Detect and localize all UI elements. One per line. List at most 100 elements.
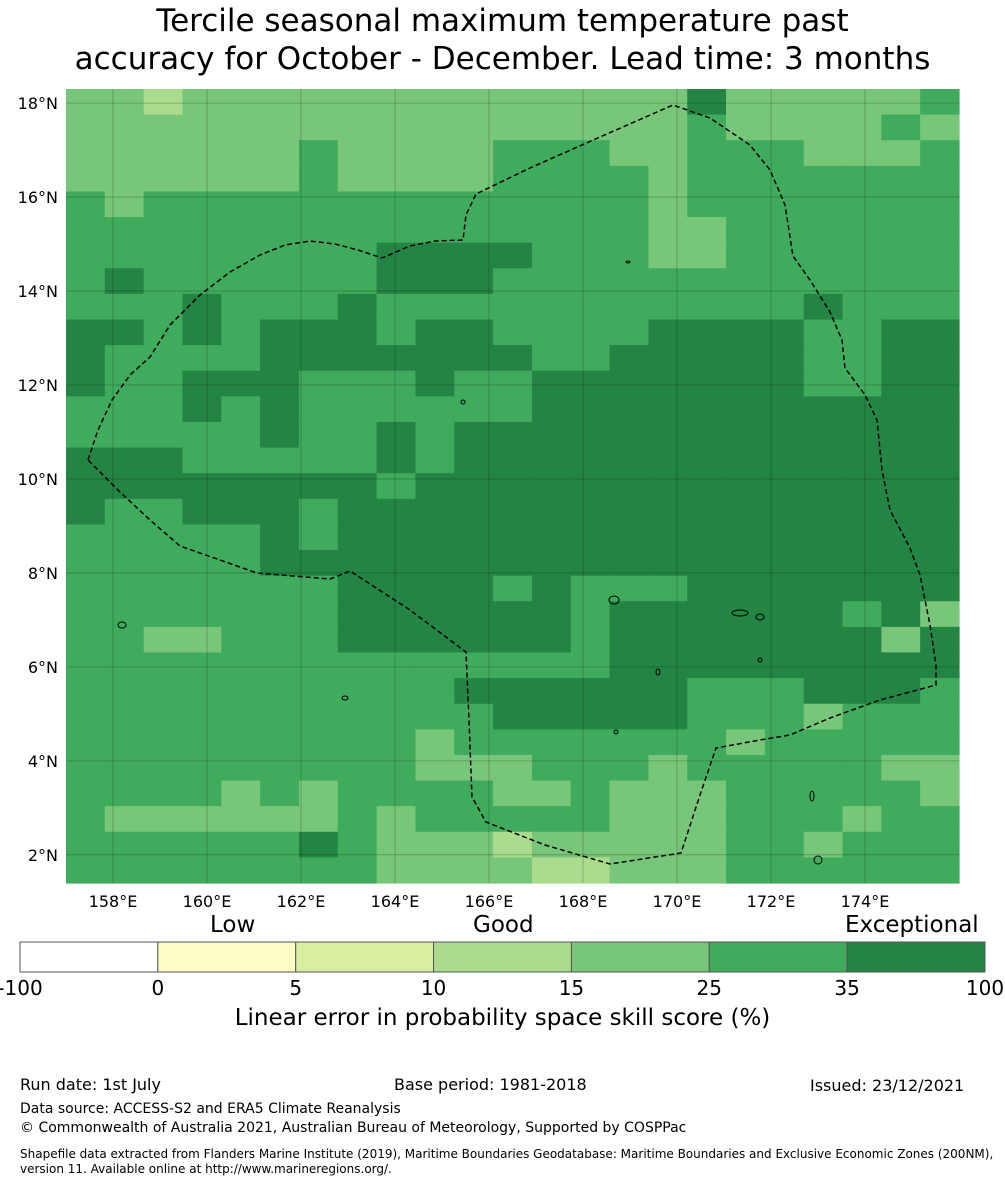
grid-cell: [609, 217, 649, 244]
axis-labels: 158°E 160°E 162°E 164°E 166°E 168°E 170°E 172°E…: [18, 94, 890, 911]
grid-cell: [415, 114, 455, 141]
grid-cell: [143, 780, 184, 807]
grid-cell: [648, 780, 688, 807]
skill-map: 158°E 160°E 162°E 164°E 166°E 168°E 170°E 172°E…: [18, 89, 960, 911]
grid-cell: [803, 498, 844, 526]
grid-cell: [260, 652, 300, 679]
grid-cell: [531, 780, 572, 807]
grid-cell: [842, 498, 882, 526]
grid-cell: [726, 524, 766, 551]
copyright: © Commonwealth of Australia 2021, Austra…: [20, 1120, 687, 1136]
grid-cell: [298, 473, 339, 500]
grid-cell: [803, 729, 844, 756]
grid-cell: [221, 524, 261, 551]
grid-cell: [687, 114, 727, 141]
grid-cell: [531, 857, 572, 884]
grid-cell: [337, 831, 378, 858]
grid-cell: [570, 447, 611, 474]
x-tick-label: 170°E: [653, 892, 702, 911]
grid-cell: [764, 165, 805, 193]
grid-cell: [842, 652, 882, 679]
grid-cell: [415, 140, 455, 167]
grid-cell: [803, 524, 844, 551]
grid-cell: [260, 447, 300, 474]
grid-cell: [66, 140, 106, 167]
title-line-2: accuracy for October - December. Lead ti…: [74, 41, 931, 77]
grid-cell: [66, 191, 106, 218]
grid-cell: [881, 550, 921, 577]
grid-cell: [726, 857, 766, 884]
grid-cell: [531, 421, 572, 449]
grid-cell: [337, 626, 378, 654]
grid-cell: [143, 447, 184, 474]
grid-cell: [764, 447, 805, 474]
grid-cell: [687, 268, 727, 295]
grid-cell: [221, 447, 261, 474]
grid-cell: [803, 421, 844, 449]
grid-cell: [454, 806, 494, 833]
grid-cell: [687, 421, 727, 449]
grid-cell: [454, 498, 494, 526]
grid-cell: [570, 806, 611, 833]
grid-cell: [415, 729, 455, 756]
grid-cell: [726, 550, 766, 577]
grid-cell: [376, 601, 417, 628]
grid-cell: [66, 473, 106, 500]
grid-cell: [764, 473, 805, 500]
grid-cell: [726, 217, 766, 244]
grid-cell: [454, 242, 494, 269]
colorbar-tick-label: 100: [965, 976, 1005, 1000]
grid-cell: [260, 217, 300, 244]
grid-cell: [376, 89, 417, 116]
grid-cell: [570, 550, 611, 577]
grid-cell: [337, 703, 378, 730]
grid-cell: [415, 447, 455, 474]
grid-cell: [881, 498, 921, 526]
grid-cell: [881, 114, 921, 141]
grid-cell: [842, 626, 882, 654]
grid-cell: [493, 524, 533, 551]
grid-cell: [182, 473, 222, 500]
grid-cell: [803, 191, 844, 218]
grid-cell: [570, 345, 611, 372]
grid-cell: [687, 831, 727, 858]
grid-cell: [531, 242, 572, 269]
grid-cell: [687, 242, 727, 269]
grid-cell: [221, 780, 261, 807]
grid-cell: [221, 831, 261, 858]
grid-cell: [531, 447, 572, 474]
grid-cell: [687, 140, 727, 167]
grid-cell: [143, 806, 184, 833]
grid-cell: [493, 268, 533, 295]
grid-cell: [66, 780, 106, 807]
grid-cell: [104, 575, 145, 602]
grid-cell: [376, 217, 417, 244]
grid-cell: [182, 370, 222, 397]
grid-cell: [764, 268, 805, 295]
grid-cell: [570, 729, 611, 756]
grid-cell: [337, 319, 378, 346]
grid-cell: [415, 754, 455, 782]
grid-cell: [687, 165, 727, 193]
grid-cell: [454, 550, 494, 577]
grid-cell: [415, 550, 455, 577]
grid-cell: [337, 524, 378, 551]
grid-cell: [221, 345, 261, 372]
grid-cell: [920, 345, 960, 372]
grid-cell: [298, 754, 339, 782]
grid-cell: [609, 498, 649, 526]
grid-cell: [260, 268, 300, 295]
grid-cell: [920, 806, 960, 833]
grid-cell: [493, 678, 533, 705]
grid-cell: [881, 89, 921, 116]
grid-cell: [493, 601, 533, 628]
grid-cell: [260, 703, 300, 730]
grid-cell: [842, 421, 882, 449]
grid-cell: [881, 601, 921, 628]
x-tick-label: 158°E: [89, 892, 138, 911]
grid-cell: [66, 89, 106, 116]
grid-cell: [104, 703, 145, 730]
grid-cell: [803, 857, 844, 884]
grid-cell: [143, 165, 184, 193]
grid-cell: [648, 89, 688, 116]
